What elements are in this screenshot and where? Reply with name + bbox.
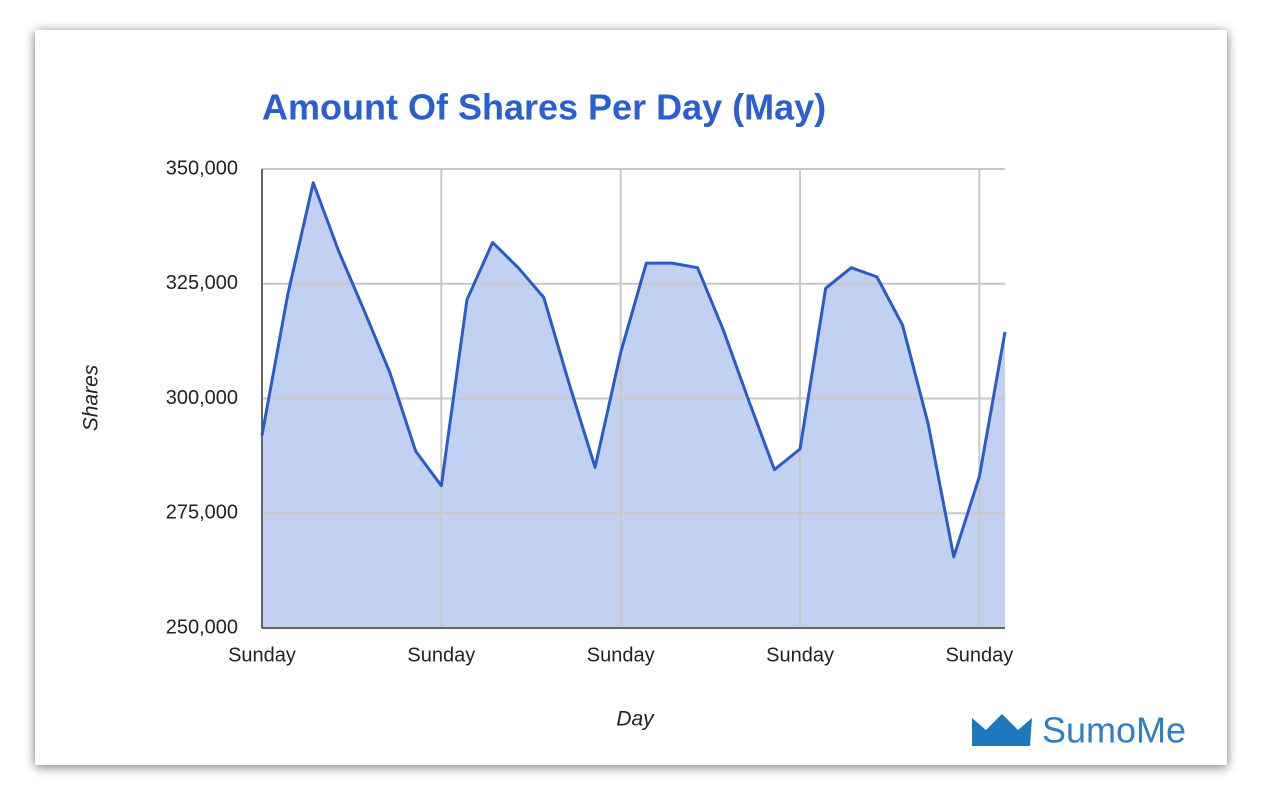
x-tick-label: Sunday <box>945 644 1013 666</box>
y-axis-label: Shares <box>80 364 103 431</box>
chart-title: Amount Of Shares Per Day (May) <box>262 87 826 128</box>
y-tick-label: 275,000 <box>166 502 238 524</box>
area <box>262 182 1005 628</box>
x-axis-label: Day <box>616 708 655 731</box>
y-tick-label: 325,000 <box>166 272 238 294</box>
logo: SumoMe <box>972 710 1186 751</box>
y-tick-label: 250,000 <box>166 616 238 638</box>
logo-text: SumoMe <box>1042 710 1186 751</box>
x-tick-label: Sunday <box>228 644 296 666</box>
y-tick-label: 350,000 <box>166 157 238 179</box>
line <box>260 181 1007 559</box>
x-tick-label: Sunday <box>587 644 655 666</box>
y-tick-label: 300,000 <box>166 387 238 409</box>
logo-crown <box>972 714 1032 746</box>
x-tick-label: Sunday <box>766 644 834 666</box>
x-tick-label: Sunday <box>407 644 475 666</box>
